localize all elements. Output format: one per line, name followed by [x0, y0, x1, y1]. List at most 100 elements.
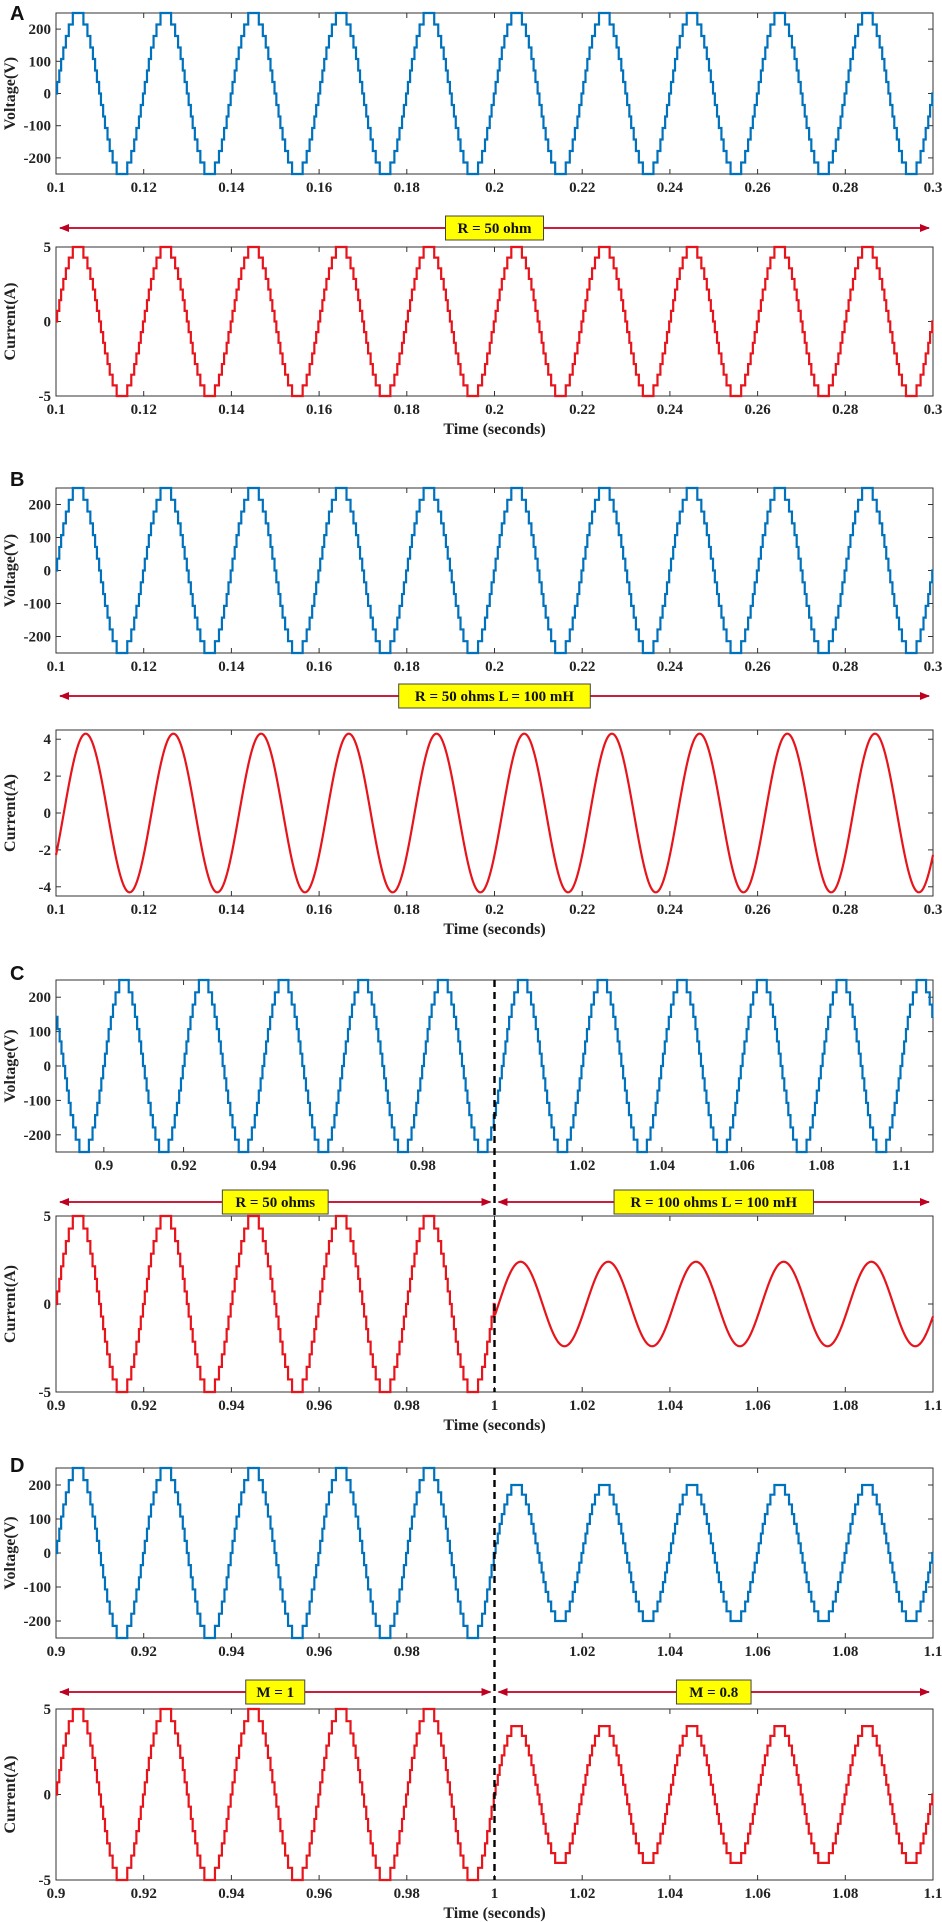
y-tick-label: 5 — [44, 1702, 52, 1718]
y-tick-label: -200 — [24, 151, 52, 167]
y-tick-label: 100 — [29, 1512, 52, 1528]
x-tick-label: 1.02 — [569, 1886, 595, 1902]
x-tick-label: 0.2 — [485, 180, 504, 196]
x-tick-label: 0.2 — [485, 659, 504, 675]
x-tick-label: 0.98 — [410, 1158, 436, 1174]
y-tick-label: -2 — [39, 843, 52, 859]
y-tick-label: -5 — [39, 389, 52, 405]
x-tick-label: 0.24 — [657, 180, 684, 196]
x-tick-label: 0.28 — [832, 659, 858, 675]
x-tick-label: 1.08 — [808, 1158, 834, 1174]
annotation-box — [221, 1189, 329, 1215]
y-axis-label: Voltage(V) — [2, 57, 19, 130]
x-tick-label: 0.2 — [485, 902, 504, 918]
series-line-current — [56, 1214, 935, 1394]
x-tick-label: 0.12 — [131, 902, 157, 918]
annotation-box — [245, 1679, 306, 1705]
x-axis-label: Time (seconds) — [443, 1905, 545, 1922]
y-tick-label: -200 — [24, 1128, 52, 1144]
y-tick-label: 2 — [44, 769, 52, 785]
chart-C-current: 0.9 0.92 0.94 0.96 0.98 1 1.02 1.04 1.06 1.08 1.1 5… — [2, 1209, 942, 1434]
x-tick-label: 0.1 — [47, 659, 66, 675]
x-axis-label: Time (seconds) — [443, 1417, 545, 1434]
y-tick-label: 0 — [44, 1546, 52, 1562]
x-tick-label: 0.92 — [131, 1886, 157, 1902]
y-tick-label: -200 — [24, 630, 52, 646]
x-tick-label: 0.3 — [924, 180, 942, 196]
x-tick-label: 0.3 — [924, 402, 942, 418]
chart-B-voltage: 0.1 0.12 0.14 0.16 0.18 0.2 0.22 0.24 0.26 0.28 0.… — [2, 486, 942, 675]
x-tick-label: 0.2 — [485, 402, 504, 418]
annotation-box — [613, 1189, 814, 1215]
x-tick-label: 1.04 — [649, 1158, 676, 1174]
panel-letter: D — [10, 1455, 24, 1477]
x-tick-label: 0.9 — [47, 1886, 66, 1902]
y-tick-label: 100 — [29, 1025, 52, 1041]
y-tick-label: 0 — [44, 1788, 52, 1804]
x-tick-label: 1.1 — [924, 1886, 942, 1902]
x-tick-label: 0.14 — [218, 902, 245, 918]
y-tick-label: 5 — [44, 1209, 52, 1225]
annotation-label: M = 1 — [256, 1685, 294, 1701]
x-tick-label: 0.92 — [131, 1644, 157, 1660]
chart-D-voltage: 0.9 0.92 0.94 0.96 0.98 1.02 1.04 1.06 1.08 1.1 20… — [2, 1466, 942, 1660]
annotation-box — [675, 1679, 752, 1705]
x-tick-label: 1.06 — [744, 1644, 771, 1660]
y-tick-label: 100 — [29, 54, 52, 70]
x-tick-label: 0.3 — [924, 659, 942, 675]
x-tick-label: 0.18 — [394, 659, 420, 675]
x-tick-label: 0.92 — [131, 1398, 157, 1414]
y-tick-label: 200 — [29, 990, 52, 1006]
x-tick-label: 0.1 — [47, 402, 66, 418]
x-tick-label: 0.16 — [306, 902, 333, 918]
x-tick-label: 0.92 — [170, 1158, 196, 1174]
annotation-label: R = 100 ohms L = 100 mH — [630, 1195, 797, 1211]
panel-letter: A — [10, 3, 24, 25]
x-tick-label: 0.16 — [306, 659, 333, 675]
panel-letter: C — [10, 963, 24, 985]
y-tick-label: -100 — [24, 119, 52, 135]
x-tick-label: 1.02 — [569, 1398, 595, 1414]
y-tick-label: 0 — [44, 87, 52, 103]
y-tick-label: 200 — [29, 22, 52, 38]
x-tick-label: 0.26 — [744, 902, 771, 918]
x-tick-label: 0.14 — [218, 659, 245, 675]
x-tick-label: 1.08 — [832, 1886, 858, 1902]
chart-D-current: 0.9 0.92 0.94 0.96 0.98 1 1.02 1.04 1.06 1.08 1.1 5… — [2, 1702, 942, 1922]
x-tick-label: 0.26 — [744, 180, 771, 196]
y-tick-label: 5 — [44, 240, 52, 256]
y-tick-label: -100 — [24, 597, 52, 613]
panel-C-annotations: C R = 50 ohms R = 100 ohms L = 100 mH — [10, 963, 930, 1392]
series-line-current — [56, 245, 934, 398]
x-tick-label: 1.06 — [744, 1398, 771, 1414]
x-tick-label: 0.24 — [657, 659, 684, 675]
x-tick-label: 0.18 — [394, 402, 420, 418]
x-tick-label: 0.9 — [47, 1398, 66, 1414]
x-tick-label: 1 — [491, 1886, 499, 1902]
y-tick-label: 0 — [44, 315, 52, 331]
y-axis-label: Voltage(V) — [2, 534, 19, 607]
x-tick-label: 0.9 — [94, 1158, 113, 1174]
x-tick-label: 0.22 — [569, 180, 595, 196]
y-tick-label: 200 — [29, 1478, 52, 1494]
y-tick-label: -100 — [24, 1093, 52, 1109]
panel-A-annotations: A R = 50 ohm — [10, 3, 930, 241]
x-tick-label: 0.16 — [306, 402, 333, 418]
x-tick-label: 1.1 — [924, 1398, 942, 1414]
y-tick-label: -5 — [39, 1385, 52, 1401]
x-tick-label: 1.04 — [657, 1886, 684, 1902]
x-tick-label: 1.04 — [657, 1644, 684, 1660]
x-tick-label: 0.94 — [218, 1886, 245, 1902]
x-tick-label: 1.08 — [832, 1398, 858, 1414]
y-axis-label: Current(A) — [2, 1265, 19, 1343]
y-tick-label: -5 — [39, 1873, 52, 1889]
x-tick-label: 0.94 — [218, 1398, 245, 1414]
y-axis-label: Current(A) — [2, 283, 19, 361]
x-tick-label: 0.12 — [131, 180, 157, 196]
annotation-box — [445, 215, 544, 241]
x-tick-label: 0.3 — [924, 902, 942, 918]
y-axis-label: Voltage(V) — [2, 1029, 19, 1102]
x-tick-label: 0.28 — [832, 902, 858, 918]
y-tick-label: -4 — [39, 880, 52, 896]
